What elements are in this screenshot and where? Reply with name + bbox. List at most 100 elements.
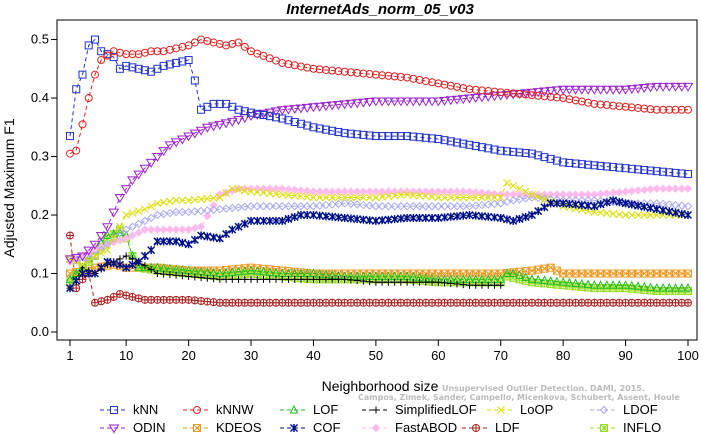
data-point xyxy=(621,199,630,208)
data-point xyxy=(496,146,505,155)
data-point xyxy=(465,269,474,278)
data-point xyxy=(515,214,524,223)
data-point xyxy=(670,82,681,92)
legend-marker xyxy=(193,424,201,432)
data-point xyxy=(166,271,174,279)
data-point xyxy=(684,170,692,179)
data-point xyxy=(240,42,249,51)
data-point xyxy=(215,204,225,214)
data-point xyxy=(602,209,611,218)
data-point xyxy=(446,81,455,90)
data-point xyxy=(502,147,511,156)
data-point xyxy=(559,158,568,167)
data-point xyxy=(365,193,374,202)
data-point xyxy=(465,85,474,94)
data-point xyxy=(472,281,480,289)
data-point xyxy=(671,200,680,210)
x-tick-label: 80 xyxy=(556,348,570,363)
data-point xyxy=(415,191,424,200)
data-point xyxy=(326,101,338,111)
data-point xyxy=(334,199,343,209)
data-point xyxy=(139,164,151,174)
data-point xyxy=(677,105,686,114)
data-point xyxy=(453,280,461,288)
data-point xyxy=(416,278,424,286)
data-point xyxy=(502,268,512,278)
data-point xyxy=(352,200,362,209)
series-INFLO xyxy=(66,225,692,296)
data-point xyxy=(640,202,649,211)
data-point xyxy=(359,193,368,202)
data-point xyxy=(633,186,643,195)
data-point xyxy=(470,93,482,103)
data-point xyxy=(590,99,599,108)
data-point xyxy=(409,213,418,222)
data-point xyxy=(340,187,349,196)
data-point xyxy=(459,139,468,148)
data-point xyxy=(201,123,213,133)
data-point xyxy=(115,236,125,245)
data-point xyxy=(178,272,186,280)
data-point xyxy=(584,160,593,169)
data-point xyxy=(565,95,574,104)
data-point xyxy=(315,193,324,202)
data-point xyxy=(377,202,387,211)
data-point xyxy=(247,275,255,283)
data-point xyxy=(527,91,536,100)
data-point xyxy=(347,276,355,284)
data-point xyxy=(390,132,399,141)
data-point xyxy=(116,222,124,231)
data-point xyxy=(247,187,255,196)
data-point xyxy=(190,223,200,233)
data-point xyxy=(208,122,219,132)
data-point xyxy=(140,225,150,234)
data-point xyxy=(615,280,624,289)
data-point xyxy=(122,211,131,219)
data-point xyxy=(390,72,399,81)
data-point xyxy=(265,184,274,193)
data-point xyxy=(515,148,524,157)
data-point xyxy=(527,210,536,220)
data-point xyxy=(407,97,419,107)
data-point xyxy=(228,184,237,193)
data-point xyxy=(465,202,474,211)
data-point xyxy=(91,299,99,307)
data-point xyxy=(452,187,462,196)
data-point xyxy=(484,87,493,96)
data-point xyxy=(677,105,686,114)
data-point xyxy=(526,88,538,98)
legend-label: LDF xyxy=(495,420,520,434)
data-point xyxy=(378,132,387,141)
legend-marker xyxy=(599,405,609,415)
data-point xyxy=(557,85,569,95)
data-point xyxy=(415,133,424,142)
data-point xyxy=(141,205,149,214)
data-point xyxy=(234,203,243,212)
data-point xyxy=(565,95,574,104)
data-point xyxy=(509,89,518,98)
data-point xyxy=(484,144,493,153)
data-point xyxy=(577,97,586,106)
data-point xyxy=(127,176,138,186)
data-point xyxy=(608,188,618,197)
data-point xyxy=(220,119,232,129)
data-point xyxy=(446,202,455,211)
data-point xyxy=(278,216,287,225)
data-point xyxy=(620,85,631,95)
data-point xyxy=(584,201,593,210)
data-point xyxy=(521,187,530,196)
legend-label: SimplifiedLOF xyxy=(395,402,477,417)
data-point xyxy=(496,146,505,155)
data-point xyxy=(203,232,212,241)
data-point xyxy=(353,130,362,139)
data-point xyxy=(134,207,143,215)
data-point xyxy=(197,105,206,114)
data-point xyxy=(533,193,543,203)
legend-marker xyxy=(472,424,480,432)
data-point xyxy=(371,216,380,225)
data-point xyxy=(520,89,532,99)
data-point xyxy=(664,283,674,292)
legend-marker xyxy=(599,405,609,415)
data-point xyxy=(241,275,249,283)
data-point xyxy=(309,193,318,202)
